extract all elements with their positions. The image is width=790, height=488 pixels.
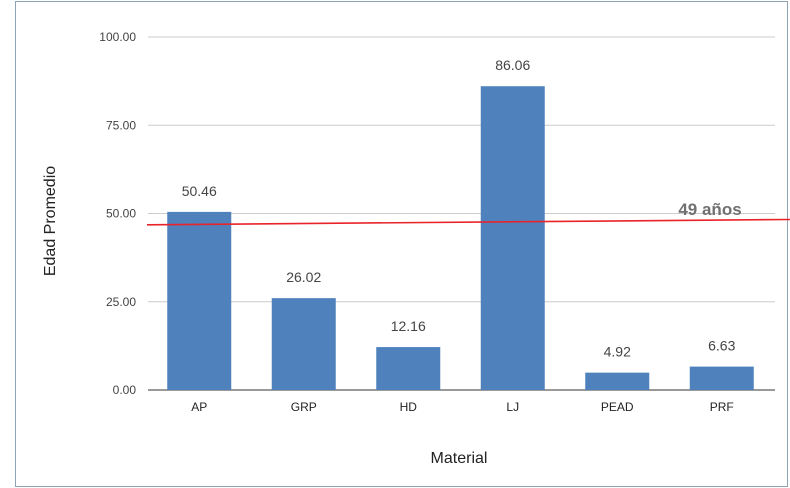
bar: [689, 366, 754, 390]
data-label: 12.16: [391, 318, 426, 334]
y-tick-label: 50.00: [106, 207, 136, 221]
bars: [167, 86, 754, 391]
reference-line-label: 49 años: [678, 200, 741, 219]
data-label: 86.06: [495, 57, 530, 73]
data-label: 50.46: [182, 183, 217, 199]
data-label: 6.63: [708, 338, 735, 354]
y-axis-ticks: 0.00 25.00 50.00 75.00 100.00: [99, 30, 136, 397]
data-label: 4.92: [604, 344, 631, 360]
chart-frame: [15, 1, 788, 487]
data-labels: 50.46 26.02 12.16 86.06 4.92 6.63: [182, 57, 736, 359]
y-tick-label: 0.00: [113, 383, 137, 397]
bar: [480, 86, 545, 391]
x-category-label: HD: [400, 400, 418, 414]
reference-line: [146, 218, 790, 226]
x-category-label: LJ: [506, 400, 519, 414]
bar: [167, 211, 232, 390]
gridlines: [148, 36, 775, 391]
y-axis-title: Edad Promedio: [42, 166, 59, 276]
y-tick-label: 100.00: [99, 30, 136, 44]
reference-line-group: 49 años: [146, 200, 790, 226]
x-axis-title: Material: [431, 450, 488, 467]
y-tick-label: 75.00: [106, 118, 136, 132]
x-category-label: GRP: [291, 400, 317, 414]
x-category-label: AP: [191, 400, 207, 414]
bar: [585, 372, 650, 390]
y-tick-label: 25.00: [106, 295, 136, 309]
x-category-label: PRF: [710, 400, 734, 414]
data-label: 26.02: [286, 269, 321, 285]
bar: [271, 298, 336, 390]
x-axis-categories: AP GRP HD LJ PEAD PRF: [191, 400, 734, 414]
x-category-label: PEAD: [601, 400, 634, 414]
bar: [376, 347, 441, 390]
